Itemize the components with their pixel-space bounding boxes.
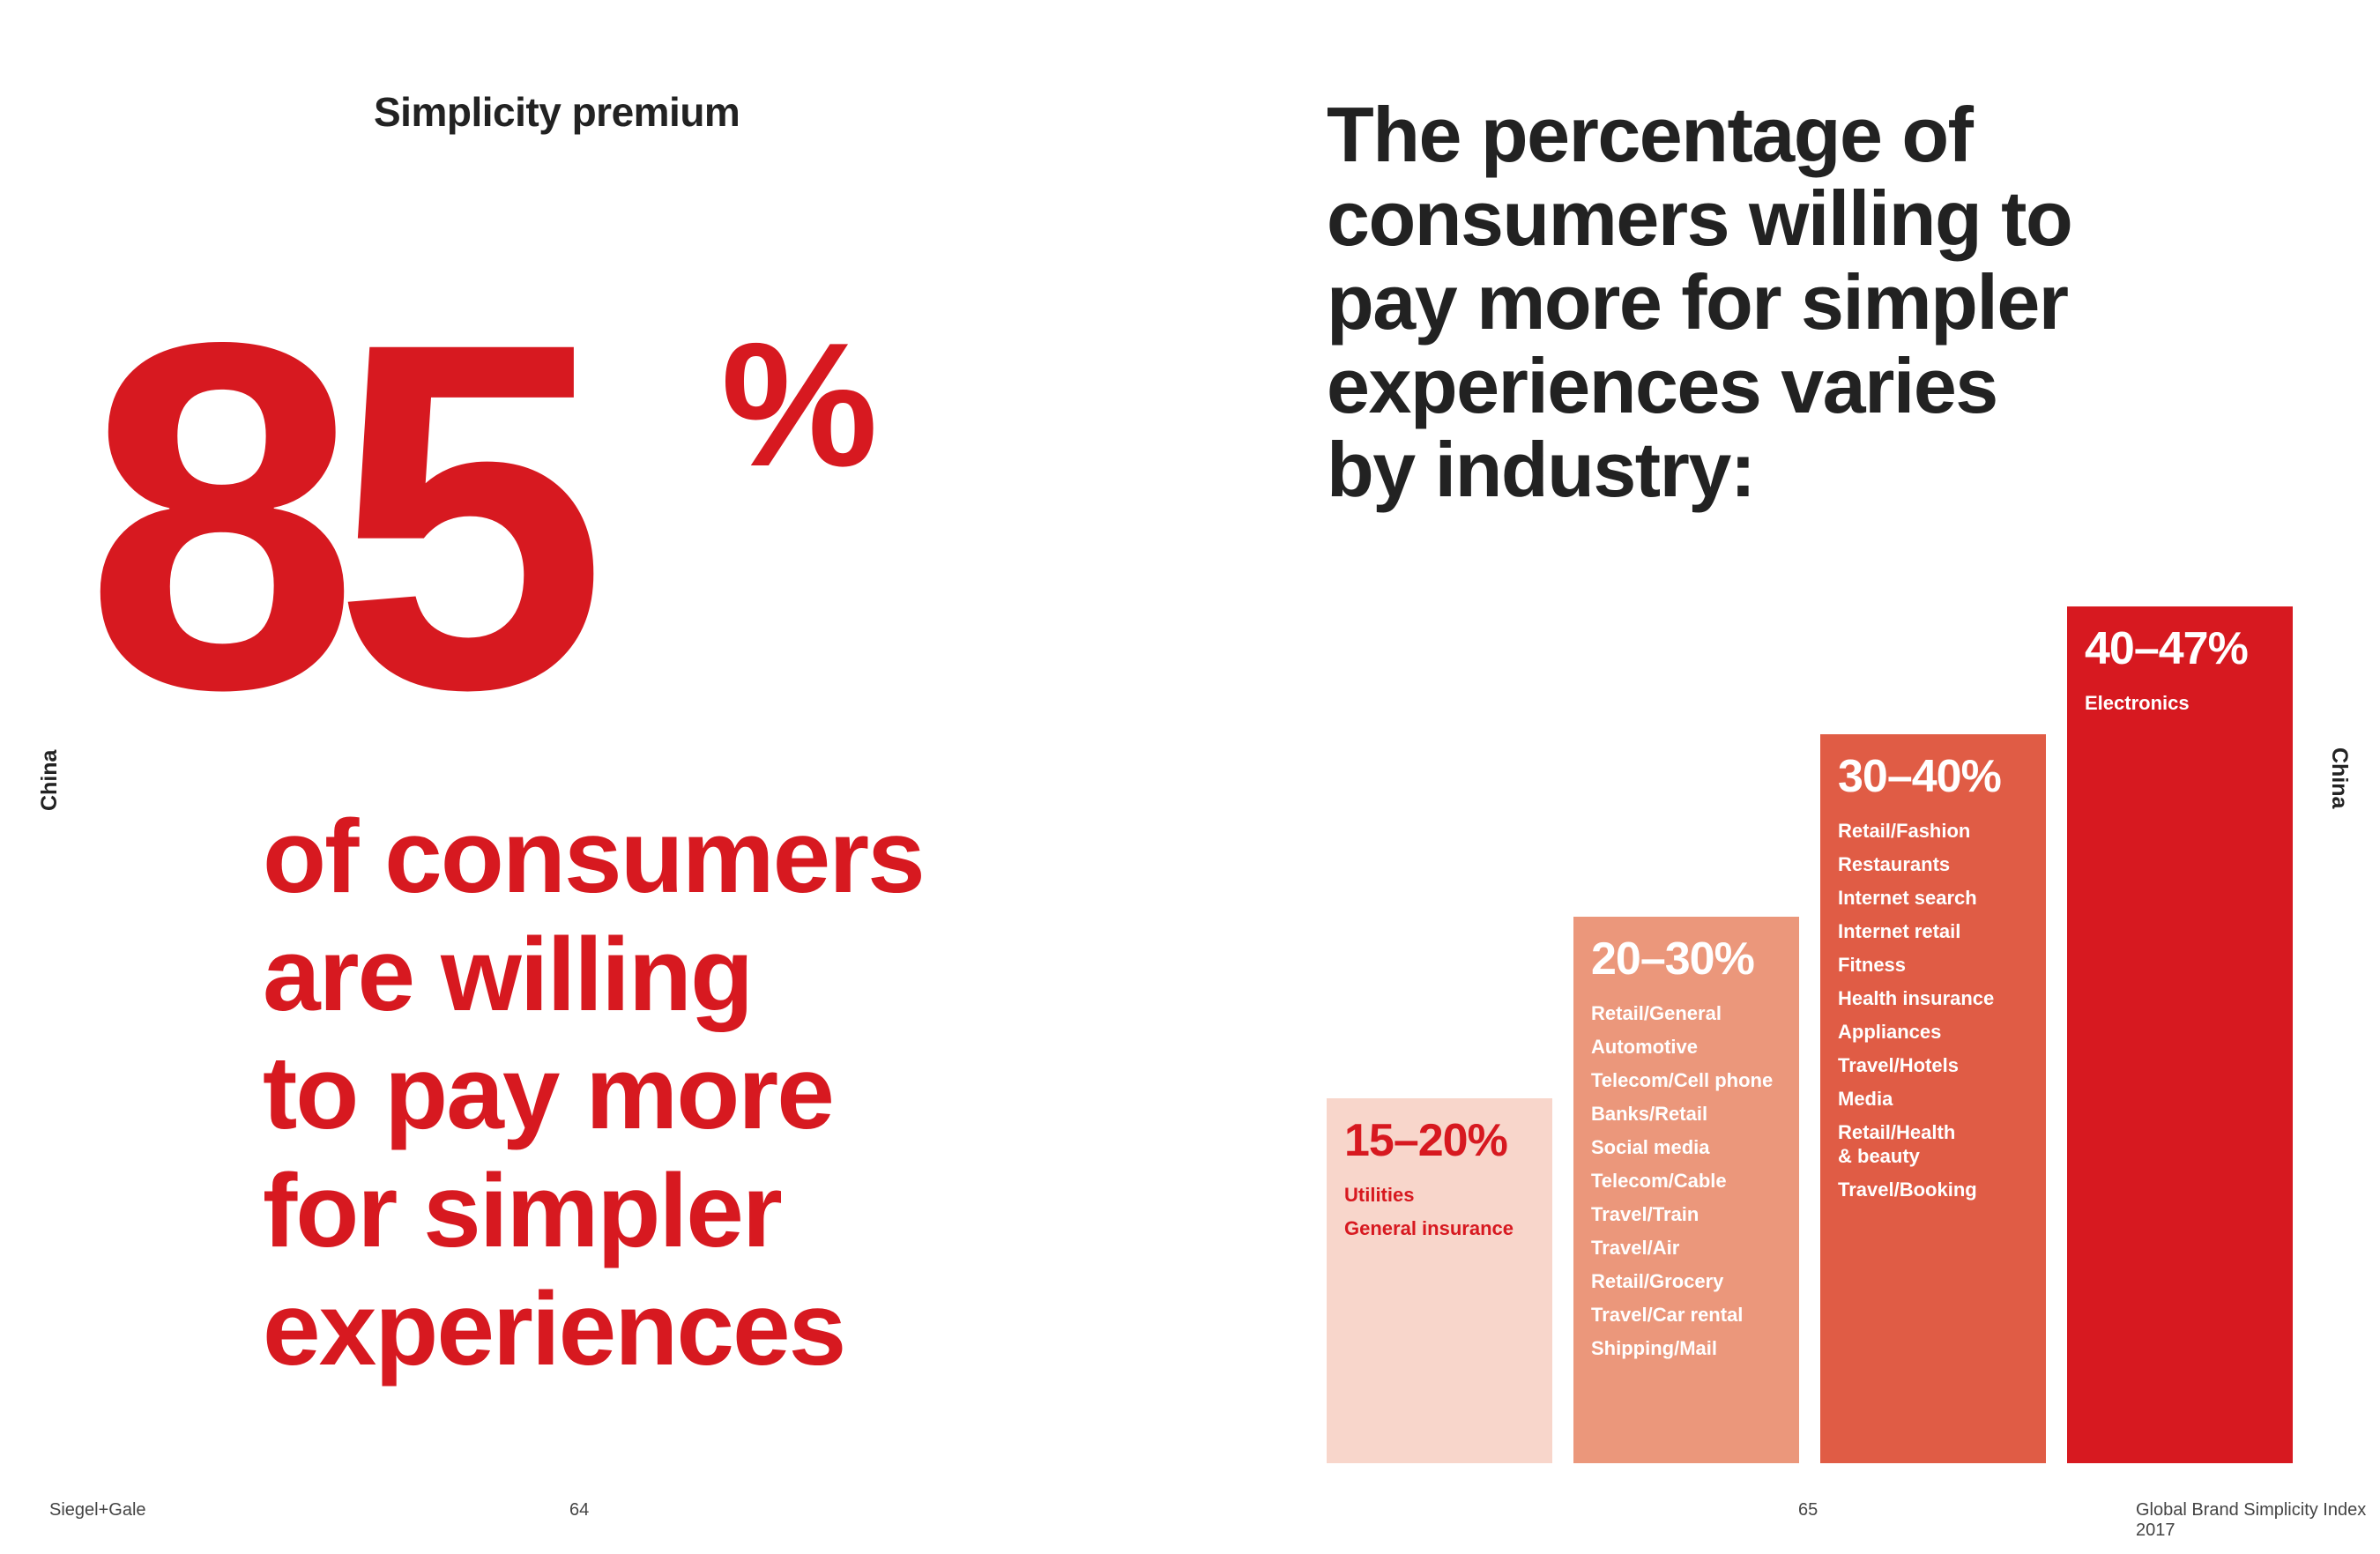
industry-label: Automotive	[1591, 1036, 1698, 1058]
big-statistic-number: 85	[85, 240, 607, 792]
bar-4: 40–47% Electronics	[2067, 606, 2293, 1463]
statement-line: to pay more	[263, 1035, 835, 1151]
industry-label: Health insurance	[1838, 987, 1995, 1009]
industry-label: Travel/Hotels	[1838, 1054, 1959, 1076]
industry-label: Banks/Retail	[1591, 1103, 1708, 1125]
chart-heading: The percentage of consumers willing to p…	[1327, 93, 2296, 511]
industry-label: Restaurants	[1838, 853, 1951, 875]
industry-label: Shipping/Mail	[1591, 1337, 1717, 1359]
page-number-right: 65	[1798, 1500, 1818, 1520]
heading-line: by industry:	[1327, 426, 1756, 513]
statement-text: of consumers are willing to pay more for…	[263, 798, 1109, 1388]
big-statistic-percent: %	[721, 307, 878, 503]
statement-line: are willing	[263, 917, 754, 1033]
footer-publication: Global Brand Simplicity Index 2017	[2136, 1500, 2367, 1540]
bar-2: 20–30% Retail/General Automotive Telecom/Ce…	[1573, 917, 1799, 1463]
industry-label: Retail/Health & beauty	[1838, 1121, 1956, 1167]
section-title: Simplicity premium	[374, 89, 740, 135]
industry-label: Retail/General	[1591, 1002, 1722, 1024]
industry-label: Social media	[1591, 1136, 1710, 1158]
bar-1: 15–20% Utilities General insurance	[1327, 1098, 1552, 1463]
heading-line: consumers willing to	[1327, 175, 2073, 262]
heading-line: pay more for simpler	[1327, 258, 2069, 346]
statement-line: for simpler	[263, 1153, 783, 1269]
industry-label: Telecom/Cell phone	[1591, 1069, 1774, 1091]
side-label-right: China	[2327, 747, 2352, 809]
industry-label: Media	[1838, 1088, 1893, 1110]
industry-label: Travel/Train	[1591, 1203, 1699, 1225]
bar-range-label: 20–30%	[1591, 933, 1755, 985]
industry-label: Internet search	[1838, 887, 1977, 909]
industry-label: Retail/Grocery	[1591, 1270, 1724, 1292]
bar-range-label: 15–20%	[1344, 1115, 1508, 1166]
heading-line: experiences varies	[1327, 342, 1998, 429]
heading-line: The percentage of	[1327, 91, 1974, 178]
industry-label: Electronics	[2085, 692, 2190, 714]
industry-label: Travel/Booking	[1838, 1179, 1977, 1201]
industry-label: Telecom/Cable	[1591, 1170, 1727, 1192]
statement-line: experiences	[263, 1271, 846, 1387]
industry-label: Utilities	[1344, 1184, 1415, 1206]
industry-label: Fitness	[1838, 954, 1907, 976]
bar-range-label: 40–47%	[2085, 623, 2249, 674]
industry-label: General insurance	[1344, 1217, 1514, 1239]
industry-label: Retail/Fashion	[1838, 820, 1971, 842]
bar-3: 30–40% Retail/Fashion Restaurants Internet …	[1820, 734, 2046, 1463]
statement-line: of consumers	[263, 799, 926, 915]
side-label-left: China	[37, 749, 62, 811]
industry-label: Internet retail	[1838, 920, 1961, 942]
industry-label: Travel/Car rental	[1591, 1304, 1744, 1326]
page-number-left: 64	[569, 1500, 590, 1520]
footer-brand: Siegel+Gale	[49, 1500, 146, 1520]
industry-label: Appliances	[1838, 1021, 1942, 1043]
bar-range-label: 30–40%	[1838, 751, 2002, 802]
industry-label: Travel/Air	[1591, 1237, 1680, 1259]
